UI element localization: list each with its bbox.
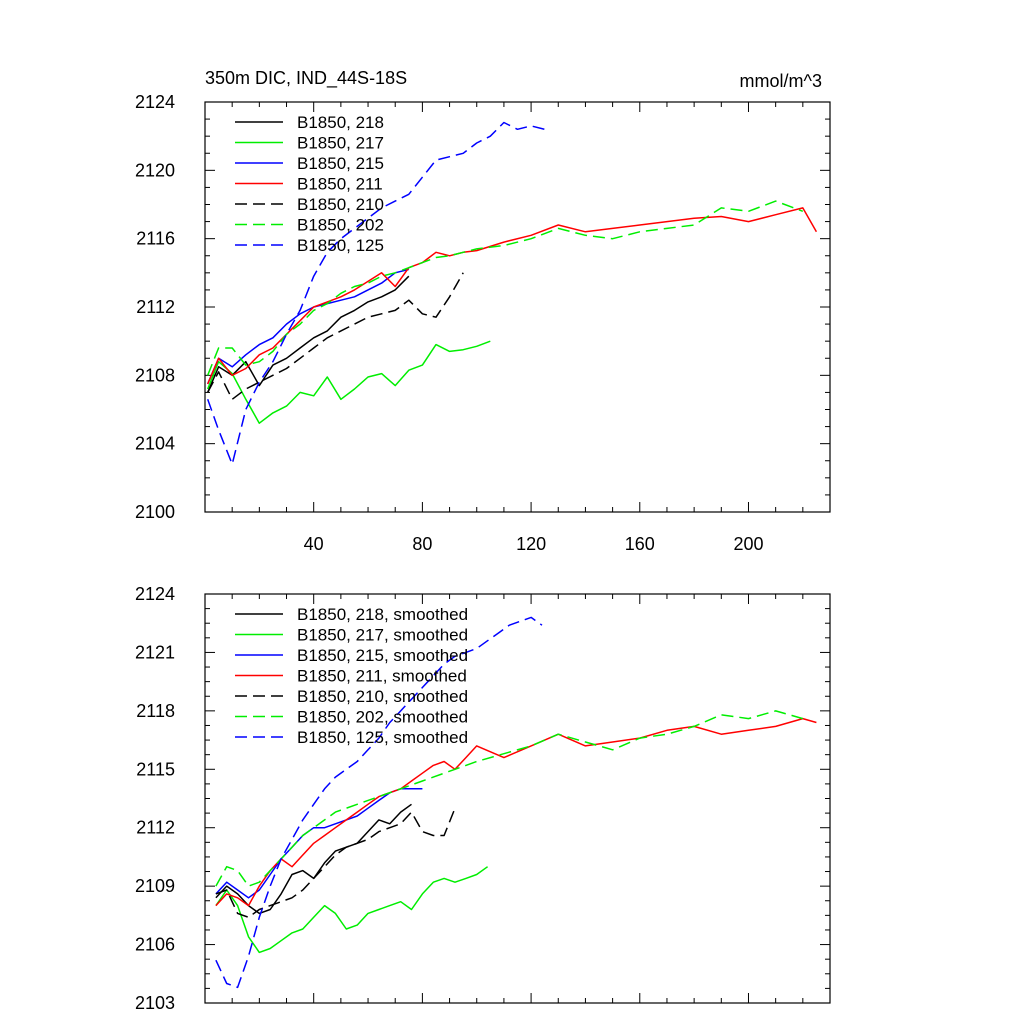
y-tick-label: 2112 <box>136 818 175 838</box>
legend-entry: B1850, 217, smoothed <box>297 626 468 645</box>
legend-entry: B1850, 211 <box>297 175 383 194</box>
series-line-3 <box>207 207 818 385</box>
series-line-0 <box>215 803 412 915</box>
series-line-2 <box>207 268 409 385</box>
legend-entry: B1850, 202, smoothed <box>297 708 468 727</box>
bottom-panel: 2103 2106 2109 2112 2115 2118 2121 2124 B1850, 2… <box>135 584 831 1013</box>
legend-entry: B1850, 218 <box>297 113 384 132</box>
y-tick-label: 2108 <box>135 365 175 385</box>
legend-entry: B1850, 218, smoothed <box>297 605 468 624</box>
y-tick-label: 2106 <box>135 935 175 955</box>
series-line-5 <box>207 200 804 376</box>
x-tick-label: 40 <box>304 534 324 554</box>
legend-entry: B1850, 210 <box>297 195 384 214</box>
legend-entry: B1850, 125 <box>297 236 384 255</box>
legend-entry: B1850, 202 <box>297 216 384 235</box>
y-tick-label: 2100 <box>135 502 175 522</box>
y-tick-label: 2112 <box>136 297 175 317</box>
y-tick-label: 2124 <box>135 584 175 604</box>
legend-entry: B1850, 215 <box>297 154 384 173</box>
units-label: mmol/m^3 <box>740 71 822 91</box>
series-line-4 <box>215 807 456 919</box>
x-tick-label: 120 <box>516 534 546 554</box>
x-tick-label: 160 <box>625 534 655 554</box>
series-line-6 <box>215 616 543 989</box>
series-line-6 <box>206 121 545 465</box>
x-tick-label: 200 <box>733 534 763 554</box>
y-tick-label: 2118 <box>136 701 175 721</box>
series-line-1 <box>207 340 491 424</box>
x-tick-label: 80 <box>412 534 432 554</box>
legend-entry: B1850, 215, smoothed <box>297 646 468 665</box>
series-line-2 <box>215 788 423 899</box>
legend-entry: B1850, 125, smoothed <box>297 728 468 747</box>
y-tick-label: 2104 <box>135 434 175 454</box>
legend-entry: B1850, 211, smoothed <box>297 667 467 686</box>
y-tick-label: 2120 <box>135 160 175 180</box>
y-tick-label: 2115 <box>136 759 175 779</box>
y-tick-label: 2124 <box>135 92 175 112</box>
top-panel: 40 80 120 160 200 2100 2104 2108 2112 2116 2120 212… <box>135 68 831 554</box>
series-line-3 <box>215 717 817 907</box>
y-tick-label: 2121 <box>135 642 175 662</box>
y-tick-label: 2116 <box>136 229 175 249</box>
series-line-4 <box>207 272 464 401</box>
series-line-1 <box>215 866 489 954</box>
chart-title: 350m DIC, IND_44S-18S <box>205 68 407 89</box>
series-line-0 <box>207 275 410 393</box>
legend-entry: B1850, 217 <box>297 134 384 153</box>
legend-entry: B1850, 210, smoothed <box>297 687 468 706</box>
y-tick-label: 2103 <box>135 993 175 1013</box>
y-tick-label: 2109 <box>135 876 175 896</box>
